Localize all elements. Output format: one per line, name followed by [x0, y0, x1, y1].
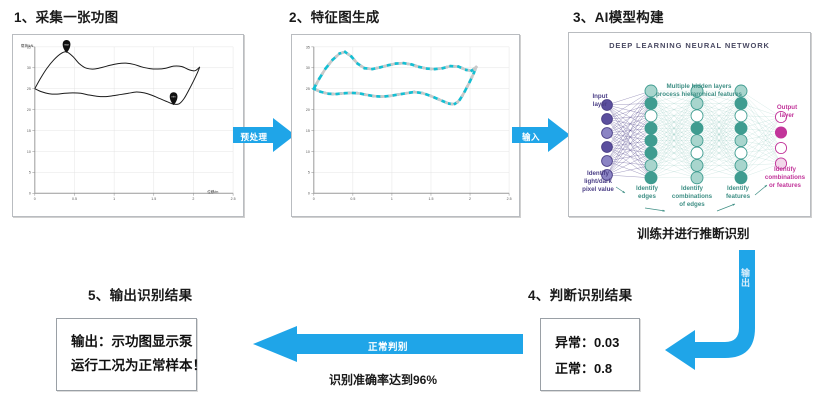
svg-text:25: 25 [27, 87, 31, 91]
svg-text:20: 20 [27, 108, 31, 112]
nn-identify-output-label: Identify combinations or features [760, 166, 810, 190]
arrow-preprocess-label: 预处理 [240, 132, 268, 142]
svg-text:30: 30 [27, 66, 31, 70]
nn-identify-feat-l1: Identify [726, 185, 749, 192]
scores-box: 异常：0.03 正常：0.8 [540, 318, 640, 391]
nn-input-layer-l1: Input [592, 93, 608, 100]
nn-output-layer-label: Output layer [768, 104, 806, 120]
step-4-title: 4、判断识别结果 [528, 288, 633, 303]
nn-identify-pixel-l1: Identify [586, 170, 609, 177]
step-2-title: 2、特征图生成 [289, 10, 380, 25]
nn-hidden-note-l1: Multiple hidden layers [666, 83, 732, 90]
svg-text:5: 5 [29, 171, 31, 175]
output-result-line-1: 输出：示功图显示泵 [71, 334, 193, 350]
svg-text:2.5: 2.5 [507, 197, 512, 201]
svg-text:0: 0 [313, 197, 315, 201]
svg-text:15: 15 [27, 129, 31, 133]
nn-identify-out-l3: or features [769, 182, 801, 190]
svg-text:2.5: 2.5 [231, 197, 236, 201]
nn-identify-edges-label: Identify edges [627, 185, 667, 201]
nn-input-layer-l2: layer [592, 101, 608, 109]
arrow-preprocess [233, 116, 295, 154]
nn-hidden-note-l2: process hierarchical features [656, 91, 742, 99]
panel-feature-chart: 0 0.5 1 1.5 2 2.5 0 5 10 15 20 25 30 35 [291, 34, 520, 217]
svg-text:1: 1 [113, 197, 115, 201]
nn-output-layer-l1: Output [776, 104, 798, 111]
nn-graph [601, 84, 788, 212]
nn-identify-combinations-label: Identify combinations of edges [667, 185, 717, 209]
svg-text:0.5: 0.5 [72, 197, 77, 201]
arrow-input [512, 116, 570, 154]
arrow-input-label: 输入 [521, 132, 540, 142]
svg-text:位移/m: 位移/m [207, 189, 218, 194]
score-normal: 正常：0.8 [555, 358, 625, 377]
svg-text:2: 2 [469, 197, 471, 201]
nn-hidden-note: Multiple hidden layers process hierarchi… [639, 83, 759, 100]
svg-text:1: 1 [391, 197, 393, 201]
svg-text:0.5: 0.5 [350, 197, 355, 201]
svg-text:载荷/kN: 载荷/kN [21, 43, 34, 48]
nn-identify-comb-l1: Identify [680, 185, 703, 192]
output-result-line-2: 运行工况为正常样本！ [71, 358, 206, 373]
svg-text:1.5: 1.5 [151, 197, 156, 201]
nn-identify-feat-l2: features [725, 193, 751, 201]
svg-text:10: 10 [306, 150, 310, 154]
score-abnormal-value: 0.03 [594, 335, 620, 350]
nn-identify-pixel-l3: pixel value [582, 186, 614, 194]
nn-identify-pixel-l2: light/dark [584, 178, 612, 186]
step-5-title: 5、输出识别结果 [88, 288, 193, 303]
svg-text:10: 10 [27, 150, 31, 154]
nn-identify-out-l2: combinations [764, 174, 806, 182]
nn-identify-edges-l2: edges [638, 193, 656, 201]
svg-text:25: 25 [306, 87, 310, 91]
nn-identify-features-label: Identify features [717, 185, 759, 201]
svg-text:20: 20 [306, 108, 310, 112]
step-3-title: 3、AI模型构建 [573, 10, 664, 25]
output-result-box: 输出：示功图显示泵 运行工况为正常样本！ [56, 318, 206, 391]
svg-text:15: 15 [306, 129, 310, 133]
arrow-output-label: 输出 [740, 268, 750, 288]
svg-text:2: 2 [192, 197, 194, 201]
nn-identify-pixel-label: Identify light/dark pixel value [574, 170, 622, 194]
svg-text:5: 5 [308, 171, 310, 175]
nn-input-layer-label: Input layer [583, 93, 617, 109]
score-abnormal: 异常：0.03 [555, 332, 625, 351]
step-1-title: 1、采集一张功图 [14, 10, 119, 25]
svg-text:0: 0 [34, 197, 36, 201]
caption-train-infer: 训练并进行推断识别 [637, 227, 750, 241]
svg-text:0: 0 [29, 192, 31, 196]
score-abnormal-label: 异常： [555, 335, 595, 350]
svg-text:35: 35 [27, 45, 31, 49]
svg-text:35: 35 [306, 45, 310, 49]
svg-text:max: max [64, 43, 69, 46]
arrow-normal-judge [253, 325, 523, 363]
svg-text:0: 0 [308, 192, 310, 196]
svg-text:1.5: 1.5 [429, 197, 434, 201]
svg-text:min: min [172, 96, 176, 99]
nn-identify-out-l1: Identify [773, 166, 796, 173]
arrow-normal-judge-label: 正常判别 [367, 342, 408, 353]
caption-accuracy: 识别准确率达到96% [329, 373, 438, 387]
arrow-output-curved [655, 250, 775, 370]
panel-raw-chart: 0 0.5 1 1.5 2 2.5 0 5 10 15 20 25 30 35 max min 载荷/kN … [12, 34, 244, 217]
score-normal-label: 正常： [555, 361, 595, 376]
chart-feature-map: 0 0.5 1 1.5 2 2.5 0 5 10 15 20 25 30 35 [292, 35, 519, 216]
panel-neural-network: DEEP LEARNING NEURAL NETWORK Multiple hi… [568, 32, 811, 217]
chart-raw-dynamometer: 0 0.5 1 1.5 2 2.5 0 5 10 15 20 25 30 35 max min 载荷/kN … [13, 35, 243, 216]
nn-identify-edges-l1: Identify [635, 185, 658, 192]
nn-title: DEEP LEARNING NEURAL NETWORK [609, 41, 770, 50]
nn-identify-comb-l3: of edges [679, 201, 705, 209]
nn-output-layer-l2: layer [779, 112, 795, 120]
svg-text:30: 30 [306, 66, 310, 70]
nn-identify-comb-l2: combinations [671, 193, 713, 201]
score-normal-value: 0.8 [594, 361, 613, 376]
